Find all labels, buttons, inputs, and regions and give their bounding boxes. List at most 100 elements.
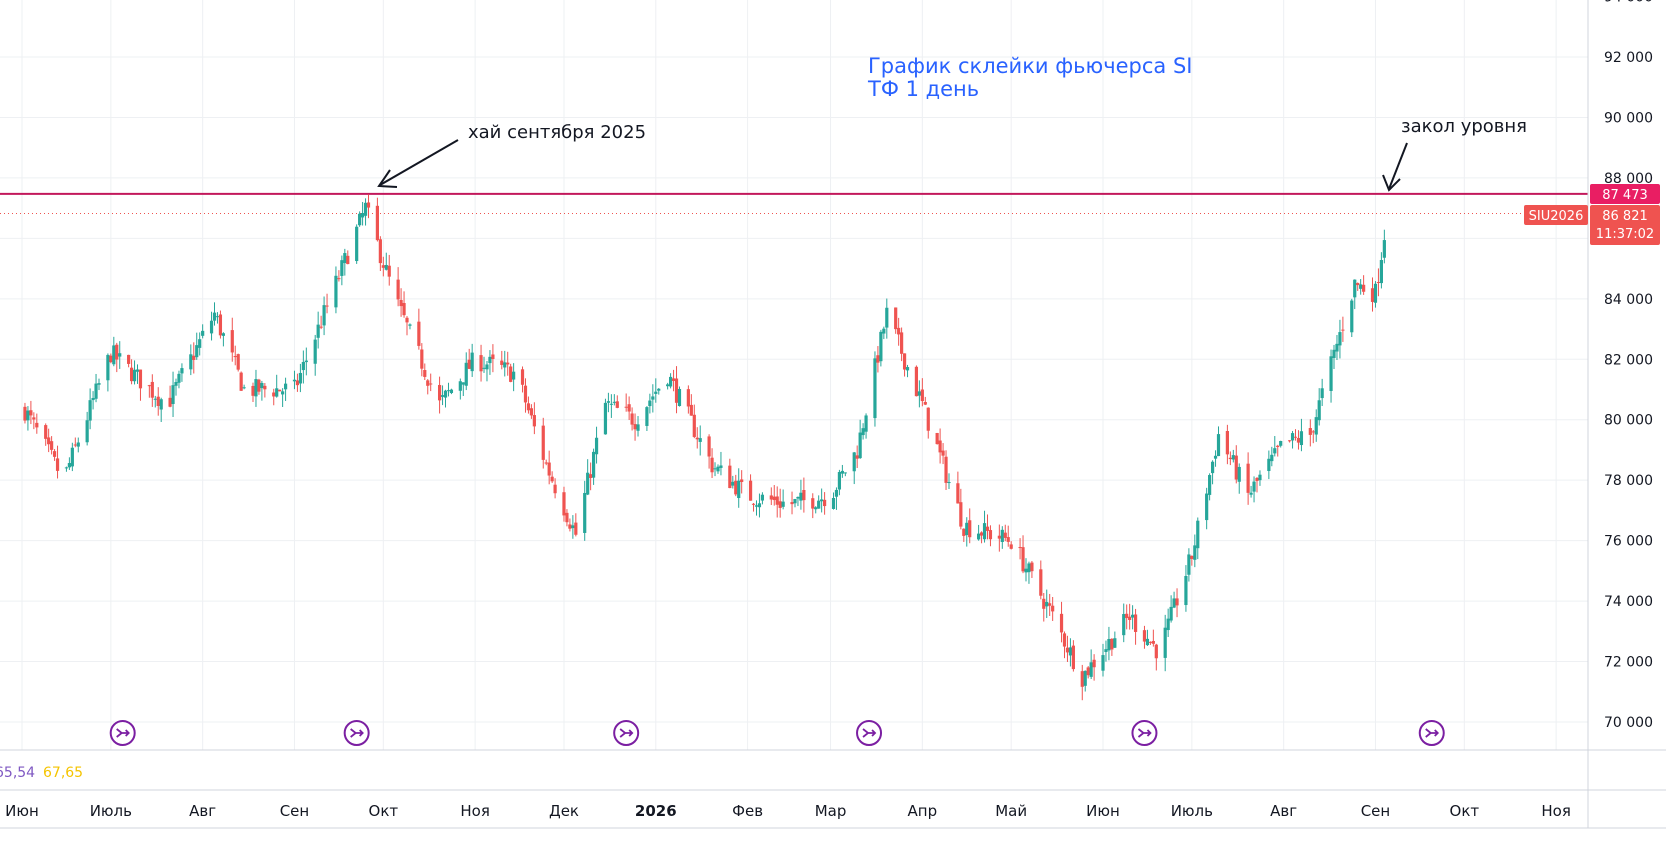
candle[interactable] bbox=[512, 363, 516, 392]
candle[interactable] bbox=[334, 266, 338, 314]
candle[interactable] bbox=[627, 396, 631, 420]
candle[interactable] bbox=[32, 412, 36, 430]
candle[interactable] bbox=[944, 450, 948, 491]
candle[interactable] bbox=[1080, 664, 1084, 701]
candle[interactable] bbox=[900, 327, 904, 362]
candle[interactable] bbox=[1107, 626, 1111, 661]
candle[interactable] bbox=[796, 496, 800, 507]
event-markers[interactable] bbox=[109, 720, 1445, 746]
candle[interactable] bbox=[574, 513, 578, 537]
candle[interactable] bbox=[429, 373, 433, 392]
candle[interactable] bbox=[988, 525, 993, 547]
candle[interactable] bbox=[150, 374, 154, 407]
candle[interactable] bbox=[820, 488, 824, 513]
candle[interactable] bbox=[1021, 535, 1025, 574]
candle[interactable] bbox=[526, 396, 531, 414]
candle[interactable] bbox=[1338, 319, 1342, 359]
candle[interactable] bbox=[1065, 635, 1070, 662]
candle[interactable] bbox=[233, 345, 237, 366]
candle[interactable] bbox=[180, 363, 184, 382]
candle[interactable] bbox=[500, 350, 504, 370]
candle[interactable] bbox=[420, 343, 424, 377]
candle[interactable] bbox=[814, 506, 818, 514]
candle[interactable] bbox=[864, 413, 868, 439]
candle[interactable] bbox=[997, 524, 1001, 552]
candle[interactable] bbox=[935, 432, 939, 445]
candle[interactable] bbox=[666, 382, 670, 390]
candle[interactable] bbox=[728, 458, 732, 489]
candle[interactable] bbox=[1000, 526, 1004, 549]
candle[interactable] bbox=[88, 388, 92, 430]
candle[interactable] bbox=[73, 437, 77, 448]
candle[interactable] bbox=[1009, 541, 1013, 550]
candle[interactable] bbox=[982, 510, 987, 543]
candle[interactable] bbox=[897, 317, 901, 346]
candle[interactable] bbox=[464, 352, 468, 391]
candle[interactable] bbox=[1273, 436, 1277, 457]
candle[interactable] bbox=[1329, 349, 1333, 403]
candle[interactable] bbox=[1059, 601, 1064, 643]
candle[interactable] bbox=[156, 387, 160, 416]
candle[interactable] bbox=[615, 395, 619, 409]
candle[interactable] bbox=[1210, 460, 1215, 485]
candle[interactable] bbox=[458, 378, 462, 400]
candle[interactable] bbox=[1382, 229, 1386, 264]
candle[interactable] bbox=[1024, 558, 1028, 582]
candle[interactable] bbox=[55, 445, 60, 479]
candle[interactable] bbox=[751, 503, 756, 512]
candle[interactable] bbox=[115, 342, 119, 373]
candle[interactable] bbox=[192, 342, 196, 374]
candle[interactable] bbox=[1249, 485, 1253, 498]
candle[interactable] bbox=[1216, 426, 1221, 457]
candle[interactable] bbox=[109, 353, 113, 364]
candle[interactable] bbox=[586, 459, 590, 496]
candle[interactable] bbox=[1353, 279, 1357, 310]
candle[interactable] bbox=[920, 378, 924, 407]
candle[interactable] bbox=[1104, 640, 1108, 662]
candle[interactable] bbox=[1311, 430, 1315, 444]
candle[interactable] bbox=[1287, 440, 1292, 443]
candle[interactable] bbox=[1237, 463, 1241, 494]
candle[interactable] bbox=[381, 256, 385, 277]
candle[interactable] bbox=[506, 351, 510, 376]
candle[interactable] bbox=[1208, 473, 1212, 501]
candle[interactable] bbox=[837, 469, 842, 496]
candles-group[interactable] bbox=[23, 194, 1386, 701]
candle[interactable] bbox=[437, 376, 442, 414]
candle[interactable] bbox=[1045, 589, 1049, 619]
candle[interactable] bbox=[923, 396, 927, 406]
candle[interactable] bbox=[778, 488, 782, 518]
candle[interactable] bbox=[1048, 593, 1052, 617]
candle[interactable] bbox=[1379, 252, 1383, 289]
candle[interactable] bbox=[479, 344, 483, 382]
candle[interactable] bbox=[47, 428, 51, 453]
candle[interactable] bbox=[858, 419, 862, 459]
candle[interactable] bbox=[636, 416, 640, 437]
candle[interactable] bbox=[405, 316, 409, 336]
candle[interactable] bbox=[363, 198, 368, 226]
candle[interactable] bbox=[189, 344, 193, 376]
candle[interactable] bbox=[689, 394, 693, 416]
candle[interactable] bbox=[547, 450, 551, 485]
candle[interactable] bbox=[1163, 614, 1167, 672]
candle[interactable] bbox=[550, 471, 554, 484]
candle[interactable] bbox=[106, 353, 110, 392]
candle[interactable] bbox=[212, 302, 217, 326]
candle[interactable] bbox=[669, 373, 673, 389]
candle[interactable] bbox=[322, 296, 326, 336]
candle[interactable] bbox=[254, 369, 258, 407]
candle[interactable] bbox=[1092, 654, 1096, 681]
candle[interactable] bbox=[129, 359, 134, 385]
candle[interactable] bbox=[840, 464, 844, 478]
candle[interactable] bbox=[488, 350, 492, 375]
candle[interactable] bbox=[962, 528, 966, 542]
candle[interactable] bbox=[1359, 279, 1363, 295]
candle[interactable] bbox=[876, 346, 880, 373]
candle[interactable] bbox=[1373, 281, 1378, 308]
event-marker-icon[interactable] bbox=[613, 720, 640, 746]
candle[interactable] bbox=[239, 371, 243, 391]
candle[interactable] bbox=[94, 373, 98, 403]
candle[interactable] bbox=[843, 472, 847, 477]
candle[interactable] bbox=[698, 425, 702, 456]
candle[interactable] bbox=[1356, 282, 1360, 291]
